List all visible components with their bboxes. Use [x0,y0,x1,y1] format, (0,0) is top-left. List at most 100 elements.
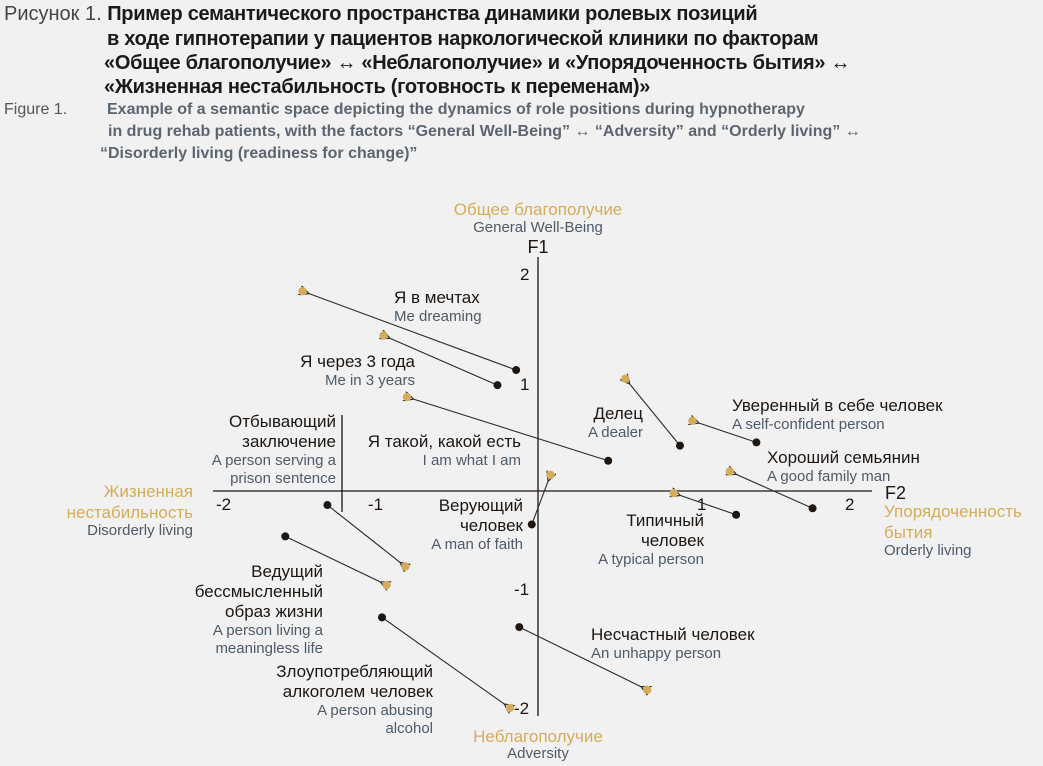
start-point [675,441,684,450]
start-point [515,623,524,632]
point-label-good-family-man: Хороший семьянин A good family man [767,448,920,486]
start-point [378,613,386,622]
x-axis-name: F2 [885,483,907,503]
caption-ru-text: в ходе гипнотерапии у пациентов нарколог… [107,28,819,50]
point-label-prison: Отбывающий заключение A person serving a… [186,412,336,488]
label-ru: Я такой, какой есть [367,432,521,451]
y-positive-en: General Well-Being [473,219,603,236]
caption-ru-text: «Жизненная нестабильность (готовность к … [104,76,651,98]
label-en: A typical person [598,551,704,568]
caption-ru-line: Пример семантического пространства динам… [107,3,758,25]
point-label-me-dreaming: Я в мечтах Me dreaming [394,288,482,326]
caption-ru-line: в ходе гипнотерапии у пациентов нарколог… [107,27,819,51]
x-negative-en: Disorderly living [87,522,193,539]
point-label-me-in-3-years: Я через 3 года Me in 3 years [300,352,415,390]
displacement-arrow [381,616,505,704]
caption-en-text: “Disorderly living (readiness for change… [100,145,418,162]
label-en: A dealer [587,424,643,441]
displacement-arrow [413,399,609,462]
point-label-alcohol: Злоупотребляющий алкоголем человек A per… [243,662,433,738]
x-positive-en: Orderly living [884,542,972,559]
label-en: Me dreaming [394,308,482,325]
caption-en-text: in drug rehab patients, with the factors… [108,123,861,140]
y-negative-ru: Неблагополучие [473,727,603,746]
displacement-arrow [735,474,813,509]
displacement-arrow [679,495,737,516]
label-en: A person serving a prison sentence [211,452,336,487]
y-tick-label: 2 [520,265,530,284]
end-point [505,703,515,713]
x-tick-label: -1 [368,495,384,514]
label-ru: Верующий человек [438,496,523,535]
start-point [527,520,536,529]
caption-en-line: in drug rehab patients, with the factors… [108,121,861,143]
end-point [669,488,678,498]
start-point [493,381,502,390]
end-point [688,416,697,425]
label-en: A good family man [767,468,891,485]
y-tick-label: -2 [514,699,530,718]
y-axis-name: F1 [527,237,549,257]
point-label-dealer: Делец A dealer [588,404,643,442]
start-point [808,504,817,513]
start-point [323,501,332,510]
caption-ru-line: «Общее благополучие» ↔ «Неблагополучие» … [104,51,850,75]
y-tick-label: -1 [514,580,530,599]
y-tick-label: 1 [520,375,530,394]
label-ru: Делец [593,404,643,423]
label-ru: Я через 3 года [300,352,415,371]
x-tick-label: -2 [216,495,232,514]
displacement-arrow [308,293,517,371]
label-ru: Злоупотребляющий алкоголем человек [276,662,433,701]
point-label-i-am-what-i-am: Я такой, какой есть I am what I am [368,432,521,470]
start-point [604,456,613,465]
label-en: A person living a meaningless life [212,622,323,657]
displacement-arrow [285,535,381,582]
label-en: I am what I am [422,452,521,469]
label-ru: Уверенный в себе человек [732,396,943,415]
displacement-arrow [389,338,498,386]
caption-ru-line: «Жизненная нестабильность (готовность к … [104,75,650,99]
x-negative-ru: Жизненная нестабильность [66,482,193,522]
caption-en-text: Example of a semantic space depicting th… [107,101,805,118]
end-point [643,685,652,694]
point-label-unhappy: Несчастный человек An unhappy person [591,625,755,663]
caption-ru: Рисунок 1. Пример семантического простра… [4,2,758,26]
displacement-arrow [531,480,549,525]
end-point [546,470,555,479]
label-en: An unhappy person [591,645,722,662]
y-negative-en: Adversity [507,745,569,762]
end-point [725,467,735,476]
label-en: Me in 3 years [324,372,415,389]
end-point [298,287,307,296]
end-point [402,392,412,402]
caption-en-line: Example of a semantic space depicting th… [107,99,805,121]
displacement-arrow [698,423,757,443]
label-ru: Несчастный человек [591,625,755,644]
label-en: A self-confident person [732,416,885,433]
caption-ru-label: Рисунок 1. [4,3,102,25]
point-label-man-of-faith: Верующий человек A man of faith [413,496,523,554]
caption-en-label: Figure 1. [4,101,68,118]
displacement-arrow [519,626,642,687]
point-label-self-confident: Уверенный в себе человек A self-confiden… [732,396,943,434]
caption-ru-text: «Общее благополучие» ↔ «Неблагополучие» … [104,52,851,74]
start-point [512,366,521,375]
end-point [401,562,410,571]
end-point [621,374,630,383]
label-en: A person abusing alcohol [317,702,433,737]
y-positive-ru: Общее благополучие [453,200,623,219]
label-ru: Ведущий бессмысленный образ жизни [194,562,323,621]
displacement-arrow [629,383,681,446]
start-point [281,532,290,541]
label-en: A man of faith [431,536,523,553]
point-label-meaningless-life: Ведущий бессмысленный образ жизни A pers… [173,562,323,658]
start-point [732,510,741,519]
x-positive-ru: Упорядоченность бытия [884,502,1022,542]
displacement-arrow [327,504,400,563]
label-ru: Я в мечтах [394,288,480,307]
x-tick-label: 2 [845,495,855,514]
label-ru: Хороший семьянин [767,448,920,467]
x-tick-label: 1 [697,495,707,514]
